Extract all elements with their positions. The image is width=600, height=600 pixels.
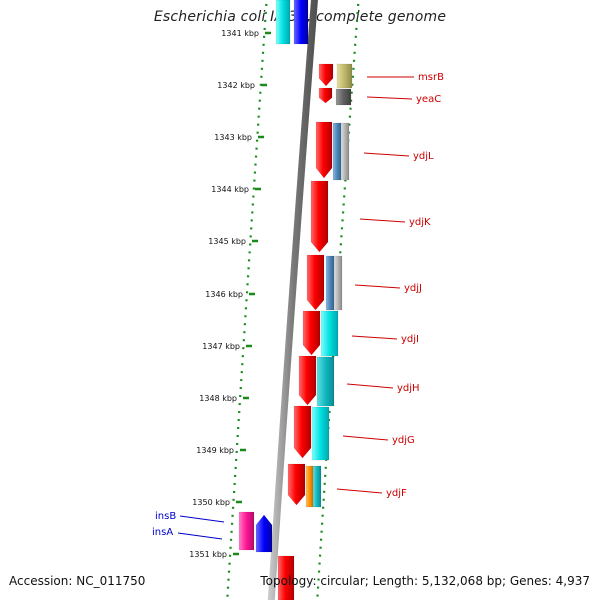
gene-feature [320, 310, 339, 357]
gene-feature [311, 406, 330, 461]
gene-label: ydjL [413, 151, 434, 162]
tick-label: 1344 kbp [211, 185, 249, 194]
gene-label: insA [152, 527, 173, 538]
tick-label: 1350 kbp [192, 498, 230, 507]
label-leader-line [354, 284, 401, 289]
gene-label: ydjI [401, 334, 419, 345]
gene-label: ydjF [386, 488, 407, 499]
gene-feature [318, 63, 334, 87]
gene-label: ydjG [392, 435, 415, 446]
gene-feature [277, 555, 295, 600]
gene-feature [293, 405, 312, 459]
gene-feature [287, 463, 306, 506]
label-leader-line [177, 532, 223, 540]
gene-labels: msrB yeaC ydjL ydjK ydjJ ydjI ydjH ydjG ydjF insB… [152, 72, 444, 540]
label-leader-line [179, 515, 225, 523]
gene-feature [302, 310, 321, 356]
gene-label: ydjH [397, 383, 420, 394]
tick-label: 1343 kbp [214, 133, 252, 142]
label-leader-line [346, 383, 394, 389]
gene-feature [340, 122, 350, 181]
gene-label: ydjK [409, 217, 431, 228]
tick-label: 1348 kbp [199, 394, 237, 403]
genome-summary: Topology: circular; Length: 5,132,068 bp… [260, 574, 590, 588]
label-leader-line [359, 218, 406, 223]
gene-label: msrB [418, 72, 444, 83]
gene-feature [325, 255, 336, 311]
label-leader-line [336, 488, 383, 494]
label-leader-line [342, 435, 389, 441]
tick-label: 1347 kbp [202, 342, 240, 351]
label-leader-line [363, 152, 410, 157]
gene-feature [336, 63, 353, 89]
gene-features [238, 0, 353, 600]
position-ticks: 1341 kbp 1342 kbp 1343 kbp 1344 kbp 1345 kbp… [189, 29, 271, 559]
gene-feature [332, 122, 343, 181]
label-leader-line [351, 335, 398, 340]
accession-text: Accession: NC_011750 [9, 574, 146, 588]
gene-feature [275, 0, 291, 45]
gene-feature [293, 0, 309, 45]
label-leader-line [366, 96, 413, 100]
tick-label: 1349 kbp [196, 446, 234, 455]
tick-label: 1345 kbp [208, 237, 246, 246]
gene-feature [315, 121, 333, 179]
gene-label: yeaC [416, 94, 441, 105]
gene-feature [306, 254, 325, 311]
tick-label: 1342 kbp [217, 81, 255, 90]
tick-label: 1341 kbp [221, 29, 259, 38]
gene-feature [318, 87, 333, 104]
inner-dotted-ring [226, 0, 268, 600]
gene-label: insB [155, 511, 176, 522]
gene-feature [255, 514, 273, 553]
tick-label: 1351 kbp [189, 550, 227, 559]
tick-label: 1346 kbp [205, 290, 243, 299]
gene-feature [333, 255, 343, 311]
gene-feature [238, 511, 255, 551]
gene-feature [310, 180, 329, 253]
gene-feature [298, 355, 317, 406]
genome-backbone [267, 0, 318, 600]
gene-label: ydjJ [404, 283, 422, 294]
gene-feature [335, 88, 352, 106]
gene-feature [312, 465, 322, 508]
gene-feature [316, 356, 335, 407]
